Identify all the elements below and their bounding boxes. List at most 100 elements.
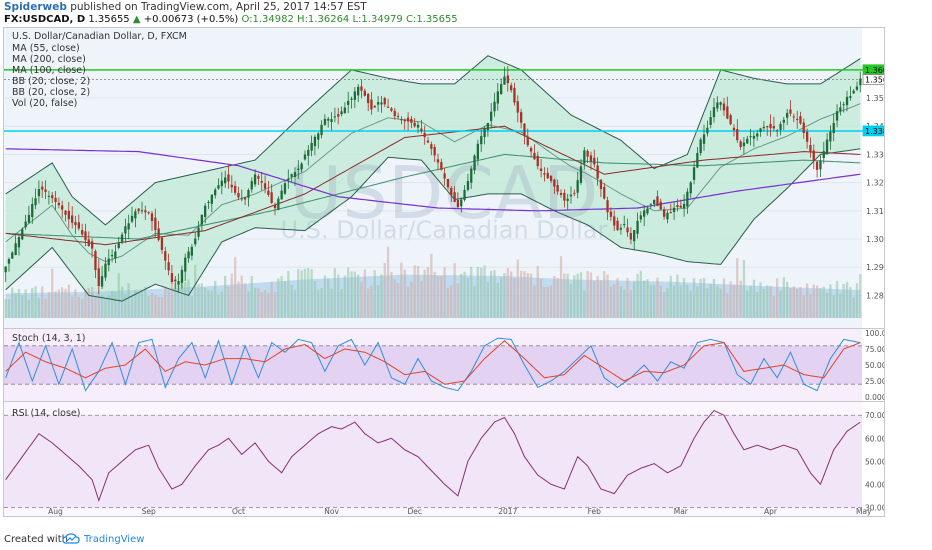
volume-bar [313,281,317,318]
volume-bar [649,284,652,318]
candle-body [287,178,290,181]
author-name[interactable]: Spiderweb [4,1,67,13]
volume-bar [290,285,293,318]
candle-body [44,189,47,193]
volume-bar [57,289,60,318]
volume-bar [84,289,87,318]
candle-body [370,99,373,110]
volume-bar [114,292,117,318]
candle-body [270,192,273,204]
candle-body [61,205,64,210]
volume-bar [669,275,672,318]
legend-bb2: BB (20, close, 2) [12,87,91,98]
bb-upper-line [5,55,861,226]
volume-bar [616,278,619,318]
volume-bar [64,288,67,318]
volume-bar [466,278,470,318]
volume-bar [686,284,689,318]
close-value: C:1.35655 [405,14,458,25]
candle-body [446,179,450,188]
candle-body [227,174,230,182]
candle-body [127,223,130,230]
candle-body [736,129,739,141]
candle-body [51,195,54,199]
oscillator-tick-label: 40.0000 [865,480,884,489]
volume-bar [825,292,829,318]
volume-bar [150,292,154,318]
volume-bar [666,287,669,318]
stoch-chart[interactable]: 100.0000 75.0000 50.0000 25.0000 0.0000 [4,329,901,402]
bollinger-band-fill [5,55,861,302]
candle-body [120,234,124,242]
volume-bar [549,285,553,318]
candle-body [702,134,706,144]
volume-bar [586,271,589,318]
candle-body [343,107,346,114]
footer: Created with TradingView [0,530,932,550]
candle-body [71,215,74,223]
candle-body [659,201,662,210]
oscillator-tick-label: 30.0000 [865,503,884,512]
volume-bar [606,274,609,318]
volume-bar [809,294,812,318]
candle-body [649,203,652,205]
candle-body [91,241,94,249]
volume-bar [822,286,825,318]
candle-body [819,160,822,170]
candle-body [706,127,709,134]
volume-bar [520,270,523,318]
candle-body [224,177,227,184]
tradingview-brand[interactable]: TradingView [84,534,145,545]
rsi-panel[interactable]: 70.0000 60.0000 50.0000 40.0000 30.0000 Aug Se… [3,401,896,517]
volume-bar [21,295,24,318]
candle-body [533,152,536,160]
volume-bar [476,266,479,318]
volume-bar [503,273,506,318]
candle-body [699,139,702,153]
candle-body [174,279,177,282]
volume-bar [470,266,473,318]
candle-body [786,112,789,118]
candle-body [536,155,539,167]
candle-body [337,114,340,117]
rsi-chart[interactable]: 70.0000 60.0000 50.0000 40.0000 30.0000 Aug Se… [4,402,896,516]
volume-bar [539,279,543,318]
volume-bar [267,292,270,318]
candle-body [443,173,446,179]
volume-bar [61,287,64,318]
legend-ma200: MA (200, close) [12,54,86,65]
candle-body [177,281,180,285]
volume-bar [280,276,283,318]
candle-body [327,118,330,121]
volume-bar [852,297,855,318]
oscillator-tick-label: 75.0000 [865,345,884,354]
volume-bar [490,270,493,318]
volume-bar [257,288,260,318]
candle-body [679,205,682,208]
candle-body [184,257,187,272]
volume-bar [546,287,549,318]
rsi-title: RSI (14, close) [12,408,81,419]
x-tick-label: Dec [407,507,422,516]
candle-body [57,202,60,206]
candle-body [410,118,413,123]
volume-bar [486,282,489,318]
candle-body [463,190,466,200]
legend-bb1: BB (20, close, 2) [12,76,91,87]
volume-bar [589,272,593,318]
volume-bar [573,275,576,318]
price-change: +0.00673 (+0.5%) [143,14,239,25]
stoch-panel[interactable]: 100.0000 75.0000 50.0000 25.0000 0.0000 Stoc… [3,328,901,402]
volume-bar [360,281,363,318]
candle-body [549,175,553,181]
candle-body [230,184,233,188]
publish-info: Spiderweb published on TradingView.com, … [4,1,367,13]
volume-bar [250,276,253,318]
volume-bar [702,278,706,318]
low-value: L:1.34979 [352,14,403,25]
volume-bar [130,296,134,318]
volume-bar [270,281,273,318]
candle-body [762,126,765,129]
